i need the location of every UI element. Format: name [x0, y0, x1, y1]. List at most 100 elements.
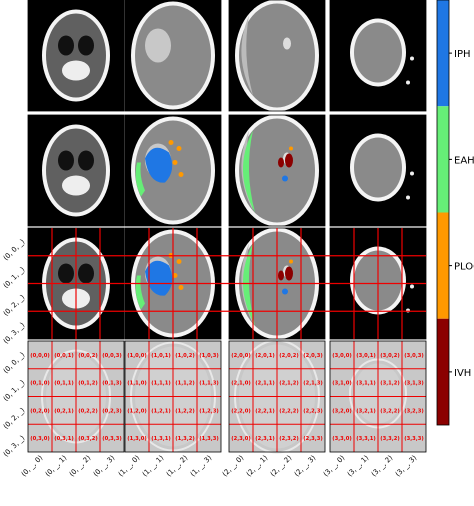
cell-label: (3,0,3) [404, 353, 424, 359]
cell-label: (2,3,2) [279, 436, 299, 442]
sinus [58, 263, 74, 284]
cell-label: (1,2,2) [175, 408, 195, 414]
eah-overlay [135, 162, 145, 197]
ploc-overlay [172, 160, 178, 165]
cell-label: (1,1,3) [199, 381, 219, 387]
cell-label: (2,3,0) [231, 436, 251, 442]
row-label: (0, 2, _) [2, 406, 27, 431]
panel-border [329, 114, 427, 227]
cell-label: (3,1,2) [380, 381, 400, 387]
cell-label: (2,1,2) [279, 381, 299, 387]
legend-label: EAH [454, 155, 474, 166]
ivh-overlay [278, 157, 284, 168]
cell-label: (2,1,1) [255, 381, 275, 387]
cell-label: (2,0,3) [303, 353, 323, 359]
cell-label: (2,0,1) [255, 353, 275, 359]
panel-border [27, 340, 125, 453]
fragment [410, 284, 414, 289]
cell-label: (1,2,1) [151, 408, 171, 414]
cell-label: (2,2,2) [279, 408, 299, 414]
cell-label: (2,1,3) [303, 381, 323, 387]
column-label: (2, _, 1) [245, 454, 270, 479]
column-label: (1, _, 2) [165, 454, 190, 479]
cell-label: (0,3,3) [102, 436, 122, 442]
cell-label: (0,3,0) [30, 436, 50, 442]
panel-border [329, 340, 427, 453]
cell-label: (3,3,0) [332, 436, 352, 442]
column-label: (0, _, 3) [92, 454, 117, 479]
ivh-overlay [278, 270, 284, 281]
column-label: (1, _, 0) [117, 454, 142, 479]
cell-label: (3,3,1) [356, 436, 376, 442]
cell-label: (0,0,2) [78, 353, 98, 359]
ploc-overlay [172, 273, 178, 278]
scan-panel [228, 114, 326, 227]
fragment [406, 195, 410, 200]
eah-overlay [242, 130, 255, 213]
brain-tissue [46, 128, 106, 213]
scan-panel: (0,0,0) (0,0,1) (0,0,2) (0,0,3) (0,1,0) (0,1,… [27, 340, 125, 453]
cell-label: (1,0,2) [175, 353, 195, 359]
cell-label: (0,3,1) [54, 436, 74, 442]
cell-label: (1,0,1) [151, 353, 171, 359]
cell-label: (1,0,0) [127, 353, 147, 359]
panel-border [329, 0, 427, 112]
scan-panel: (3,0,0) (3,0,1) (3,0,2) (3,0,3) (3,1,0) (3,1,… [329, 340, 427, 453]
cell-label: (2,2,1) [255, 408, 275, 414]
brain-tissue [354, 137, 402, 198]
cell-label: (2,0,2) [279, 353, 299, 359]
cell-label: (0,3,2) [78, 436, 98, 442]
row-label: (0, 1, _) [2, 378, 27, 403]
cell-label: (1,2,3) [199, 408, 219, 414]
panel-border [124, 114, 222, 227]
ploc-overlay [176, 146, 182, 151]
column-label: (0, _, 0) [20, 454, 45, 479]
legend-swatch [437, 212, 449, 319]
cell-label: (3,2,0) [332, 408, 352, 414]
cell-label: (2,0,0) [231, 353, 251, 359]
panel-border [124, 0, 222, 112]
cell-label: (0,2,3) [102, 408, 122, 414]
cell-label: (0,2,1) [54, 408, 74, 414]
cell-label: (2,2,0) [231, 408, 251, 414]
row-label: (0, 1, _) [2, 265, 27, 290]
ploc-overlay [168, 140, 174, 145]
cell-label: (3,3,3) [404, 436, 424, 442]
iph-overlay [282, 175, 288, 182]
ivh-overlay [285, 266, 293, 281]
scan-panel: (1,0,0) (1,0,1) (1,0,2) (1,0,3) (1,1,0) (1,1,… [124, 340, 222, 453]
fragment [406, 308, 410, 313]
cell-label: (0,2,0) [30, 408, 50, 414]
fragment [410, 56, 414, 61]
panel-border [228, 0, 326, 112]
cell-label: (3,0,2) [380, 353, 400, 359]
ploc-overlay [289, 146, 293, 151]
column-label: (1, _, 1) [141, 454, 166, 479]
crescent [241, 130, 253, 211]
cell-label: (1,3,2) [175, 436, 195, 442]
scan-panel [329, 114, 427, 227]
cell-label: (3,3,2) [380, 436, 400, 442]
sinus [58, 150, 74, 171]
row-label: (0, 2, _) [2, 293, 27, 318]
iph-overlay [282, 288, 288, 295]
sinus [58, 35, 74, 56]
bone [62, 175, 90, 196]
ploc-overlay [178, 172, 184, 177]
panel-border [27, 0, 125, 112]
brain-tissue [239, 118, 315, 223]
cell-label: (1,3,3) [199, 436, 219, 442]
ploc-overlay [176, 259, 182, 264]
brain-tissue [46, 13, 106, 98]
scan-panel [124, 114, 222, 227]
legend-swatch [437, 0, 449, 107]
cell-label: (0,0,0) [30, 353, 50, 359]
cell-label: (1,3,0) [127, 436, 147, 442]
cell-label: (1,2,0) [127, 408, 147, 414]
panel-border [124, 340, 222, 453]
spot [283, 37, 291, 50]
ivh-overlay [285, 153, 293, 168]
cell-label: (2,3,1) [255, 436, 275, 442]
cell-label: (2,2,3) [303, 408, 323, 414]
